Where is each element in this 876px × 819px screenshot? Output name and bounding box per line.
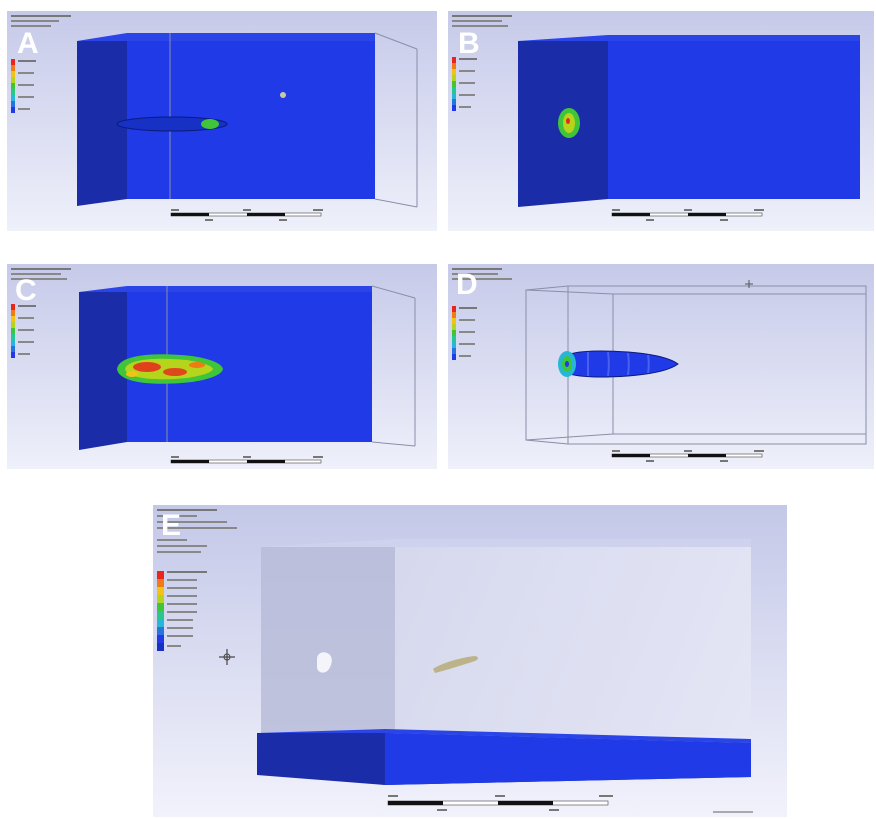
panel-a: A [7,11,437,231]
block-wireframe [169,32,418,208]
scale-bar [170,456,323,464]
panel-d: D [448,264,874,469]
legend-colorbar [11,15,71,113]
projectile-trail [116,116,228,132]
block-front-face [127,292,372,442]
block-left-face [79,292,127,450]
exit-hole [317,652,332,673]
legend-colorbar [452,268,512,360]
move-cursor-icon [219,649,235,665]
panel-label-b: B [458,27,480,60]
panel-c-render [7,264,437,469]
scale-bar [611,450,764,462]
scale-bar [170,209,323,221]
watermark [713,811,753,813]
base-plate-front [385,733,751,785]
panel-a-render [7,11,437,231]
panel-label-a: A [17,27,39,60]
legend-colorbar [452,15,512,111]
panel-label-c: C [15,274,37,307]
panel-e: E [153,505,787,817]
panel-e-render [153,505,787,817]
projectile-body [558,350,679,378]
legend-colorbar [157,509,237,651]
projectile-tip [201,119,219,129]
legend-colorbar [11,268,71,358]
impact-crater [558,108,580,138]
penetration-damage-zone [117,354,223,384]
panel-b-render [448,11,874,231]
scale-bar [387,795,613,811]
panel-b: B [448,11,874,231]
block-left-face [77,41,127,206]
block-front-face [608,41,860,199]
scale-bar [611,209,764,221]
panel-c: C [7,264,437,469]
block-left-face [261,547,395,735]
axis-triad [280,92,286,98]
block-front-face [395,547,751,735]
panel-label-d: D [456,268,478,301]
residual-projectile [433,656,478,673]
block-front-face [127,41,375,199]
panel-label-e: E [161,509,182,542]
panel-d-render [448,264,874,469]
axis-triad [745,280,753,288]
